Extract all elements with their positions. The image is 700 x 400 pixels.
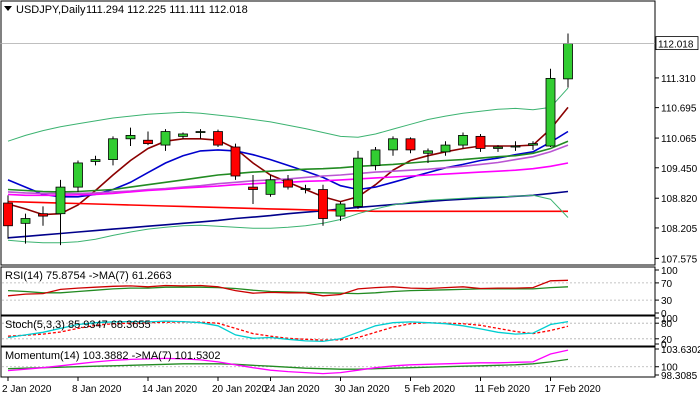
x-tick-label: 20 Jan 2020 [212, 384, 267, 395]
candle-body [160, 131, 171, 146]
candle-body [108, 138, 118, 160]
momentum-series-1 [7, 349, 569, 375]
candle-body [370, 149, 381, 166]
rsi-tick-label: 30 [661, 296, 673, 307]
candle-body [195, 131, 206, 133]
symbol-header: USDJPY,Daily [16, 4, 86, 16]
candle-body [563, 43, 573, 80]
candle-body [353, 157, 363, 207]
candle-body [528, 143, 538, 146]
candle-body [318, 189, 328, 219]
collapse-arrow-icon[interactable] [4, 6, 12, 11]
last-price-box [655, 36, 699, 51]
momentum-tick-label: 103.6302 [661, 345, 700, 356]
candle-body [283, 179, 293, 188]
candle-body [213, 131, 223, 146]
stoch-series-1 [7, 320, 569, 343]
price-tick-label: 109.450 [661, 164, 698, 175]
rsi-tick-label: 0 [661, 309, 667, 320]
last-price-label: 112.018 [658, 40, 694, 51]
candle-body [335, 203, 346, 217]
candle-body [405, 138, 416, 151]
main-panel-frame [0, 0, 656, 266]
price-tick-label: 108.205 [661, 224, 698, 235]
candle-body [458, 135, 468, 146]
rsi-tick-label: 70 [661, 279, 673, 290]
ohlc-header: 111.294 112.225 111.111 112.018 [86, 4, 248, 16]
candle-body [38, 213, 48, 217]
overlay-line-7 [7, 87, 569, 142]
candle-body [20, 218, 31, 224]
candle-body [545, 77, 556, 147]
x-tick-label: 17 Feb 2020 [545, 384, 602, 395]
price-tick-label: 107.575 [661, 254, 698, 265]
x-tick-label: 14 Jan 2020 [142, 384, 197, 395]
momentum-tick-label: 100 [661, 363, 678, 374]
x-tick-label: 2 Jan 2020 [2, 384, 52, 395]
stoch-tick-label: 20 [661, 335, 673, 346]
candle-body [423, 150, 433, 154]
momentum-tick-label: 98.3085 [661, 371, 698, 382]
price-tick-label: 110.065 [661, 134, 697, 145]
x-tick-label: 8 Jan 2020 [72, 384, 122, 395]
candle-body [510, 145, 521, 148]
x-tick-label: 11 Feb 2020 [475, 384, 531, 395]
overlay-line-5 [7, 190, 569, 239]
price-tick-label: 110.695 [661, 104, 697, 115]
candle-body [73, 162, 83, 188]
stoch-plot [2, 320, 654, 343]
candle-body [55, 186, 66, 215]
rsi-header: RSI(14) 75.8754 ->MA(7) 61.2663 [5, 270, 172, 282]
rsi-plot [2, 279, 654, 301]
candle-body [300, 188, 311, 190]
axes: 112.018 111.310 110.695 110.065 109.450 108.8… [0, 36, 700, 395]
candle-body [3, 202, 13, 227]
candle-body [265, 179, 276, 195]
overlay-line-2 [7, 140, 569, 193]
x-tick-label: 5 Feb 2020 [405, 384, 456, 395]
x-tick-label: 24 Jan 2020 [265, 384, 320, 395]
stoch-tick-label: 80 [661, 319, 673, 330]
candle-body [493, 146, 503, 149]
candle-body [230, 146, 241, 177]
main-plot [3, 33, 573, 246]
price-tick-label: 111.310 [661, 74, 696, 85]
candle-body [125, 135, 136, 140]
stoch-series-0 [7, 321, 569, 341]
x-tick-label: 30 Jan 2020 [335, 384, 390, 395]
momentum-series-0 [7, 358, 569, 370]
overlay-line-6 [7, 200, 568, 213]
rsi-tick-label: 100 [661, 266, 678, 277]
candle-body [388, 138, 398, 151]
candle-body [90, 159, 101, 162]
candle-body [178, 133, 188, 137]
rsi-series-1 [7, 279, 569, 297]
momentum-plot [2, 349, 654, 375]
candle-body [475, 135, 486, 149]
candle-body [143, 139, 153, 145]
price-tick-label: 108.820 [661, 194, 698, 205]
candle-body [440, 144, 451, 153]
stoch-tick-label: 0 [661, 340, 667, 351]
stoch-header: Stoch(5,3,3) 85.9347 68.3655 [5, 319, 151, 331]
candle-body [248, 186, 258, 190]
stoch-tick-label: 100 [661, 314, 678, 325]
overlay-line-8 [7, 194, 569, 244]
rsi-series-0 [7, 286, 569, 295]
rsi-panel-frame [0, 266, 656, 316]
momentum-header: Momentum(14) 103.3882 ->MA(7) 101.5302 [5, 350, 221, 362]
